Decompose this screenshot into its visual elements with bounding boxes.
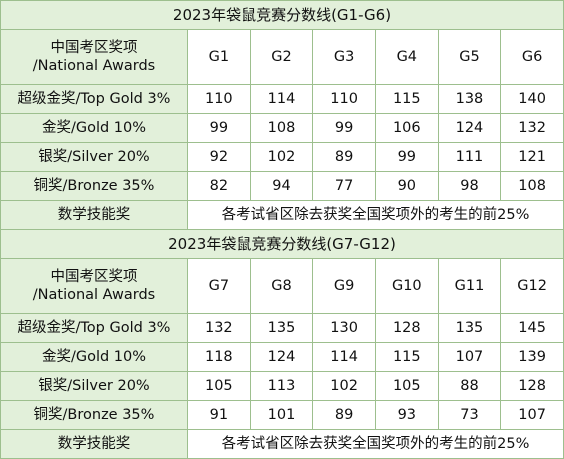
header-label-line1: 中国考区奖项 xyxy=(50,40,138,56)
score-cell: 145 xyxy=(500,313,564,343)
header-row: 中国考区奖项 /National Awards G7 G8 G9 G10 G11… xyxy=(0,258,564,314)
table-row: 金奖/Gold 10% 99 108 99 106 124 132 xyxy=(0,113,564,143)
score-cell: 108 xyxy=(500,171,564,201)
score-cell: 102 xyxy=(249,142,314,172)
score-cell: 138 xyxy=(437,84,502,114)
score-cell: 121 xyxy=(500,142,564,172)
table-title: 2023年袋鼠竞赛分数线(G1-G6) xyxy=(0,0,564,30)
grade-header: G5 xyxy=(437,29,502,85)
award-label: 铜奖/Bronze 35% xyxy=(0,171,188,201)
award-label: 铜奖/Bronze 35% xyxy=(0,400,188,430)
score-cell: 111 xyxy=(437,142,502,172)
award-label: 银奖/Silver 20% xyxy=(0,142,188,172)
score-cell: 105 xyxy=(374,371,439,401)
table-row: 铜奖/Bronze 35% 91 101 89 93 73 107 xyxy=(0,400,564,430)
score-cell: 77 xyxy=(312,171,376,201)
table-row: 银奖/Silver 20% 92 102 89 99 111 121 xyxy=(0,142,564,172)
header-label-line2: /National Awards xyxy=(32,58,156,74)
score-cell: 132 xyxy=(187,313,251,343)
score-cell: 118 xyxy=(187,342,251,372)
footer-label: 数学技能奖 xyxy=(0,429,188,459)
header-label: 中国考区奖项 /National Awards xyxy=(0,258,188,314)
table-row: 铜奖/Bronze 35% 82 94 77 90 98 108 xyxy=(0,171,564,201)
score-cell: 114 xyxy=(312,342,376,372)
table-title-row: 2023年袋鼠竞赛分数线(G1-G6) xyxy=(0,0,564,30)
score-cell: 92 xyxy=(187,142,251,172)
award-label: 超级金奖/Top Gold 3% xyxy=(0,313,188,343)
score-cell: 91 xyxy=(187,400,251,430)
grade-header: G9 xyxy=(312,258,376,314)
grade-header: G8 xyxy=(249,258,314,314)
award-label: 银奖/Silver 20% xyxy=(0,371,188,401)
award-label: 超级金奖/Top Gold 3% xyxy=(0,84,188,114)
score-cell: 110 xyxy=(187,84,251,114)
footer-row: 数学技能奖 各考试省区除去获奖全国奖项外的考生的前25% xyxy=(0,200,564,230)
grade-header: G10 xyxy=(374,258,439,314)
score-cell: 107 xyxy=(500,400,564,430)
score-cell: 93 xyxy=(374,400,439,430)
footer-text: 各考试省区除去获奖全国奖项外的考生的前25% xyxy=(187,429,564,459)
header-label-line2: /National Awards xyxy=(32,287,156,303)
table-title: 2023年袋鼠竞赛分数线(G7-G12) xyxy=(0,229,564,259)
score-cell: 99 xyxy=(374,142,439,172)
score-cell: 135 xyxy=(437,313,502,343)
footer-text: 各考试省区除去获奖全国奖项外的考生的前25% xyxy=(187,200,564,230)
grade-header: G6 xyxy=(500,29,564,85)
table-title-row: 2023年袋鼠竞赛分数线(G7-G12) xyxy=(0,229,564,259)
score-cell: 140 xyxy=(500,84,564,114)
score-cell: 124 xyxy=(249,342,314,372)
table-row: 银奖/Silver 20% 105 113 102 105 88 128 xyxy=(0,371,564,401)
grade-header: G1 xyxy=(187,29,251,85)
score-cell: 107 xyxy=(437,342,502,372)
footer-label: 数学技能奖 xyxy=(0,200,188,230)
header-label: 中国考区奖项 /National Awards xyxy=(0,29,188,85)
score-cell: 89 xyxy=(312,400,376,430)
score-cell: 128 xyxy=(374,313,439,343)
score-cell: 115 xyxy=(374,342,439,372)
score-cell: 73 xyxy=(437,400,502,430)
score-cell: 135 xyxy=(249,313,314,343)
award-label: 金奖/Gold 10% xyxy=(0,342,188,372)
score-cell: 115 xyxy=(374,84,439,114)
header-label-line1: 中国考区奖项 xyxy=(50,269,138,285)
grade-header: G4 xyxy=(374,29,439,85)
score-cell: 114 xyxy=(249,84,314,114)
grade-header: G12 xyxy=(500,258,564,314)
table-row: 超级金奖/Top Gold 3% 132 135 130 128 135 145 xyxy=(0,313,564,343)
score-cell: 101 xyxy=(249,400,314,430)
score-cell: 82 xyxy=(187,171,251,201)
score-cell: 88 xyxy=(437,371,502,401)
header-row: 中国考区奖项 /National Awards G1 G2 G3 G4 G5 G… xyxy=(0,29,564,85)
score-cell: 98 xyxy=(437,171,502,201)
score-cell: 94 xyxy=(249,171,314,201)
score-cell: 124 xyxy=(437,113,502,143)
score-cell: 90 xyxy=(374,171,439,201)
score-cell: 89 xyxy=(312,142,376,172)
grade-header: G2 xyxy=(249,29,314,85)
score-cell: 99 xyxy=(187,113,251,143)
score-cell: 99 xyxy=(312,113,376,143)
table-row: 超级金奖/Top Gold 3% 110 114 110 115 138 140 xyxy=(0,84,564,114)
score-cell: 132 xyxy=(500,113,564,143)
score-cell: 106 xyxy=(374,113,439,143)
score-cell: 113 xyxy=(249,371,314,401)
grade-header: G3 xyxy=(312,29,376,85)
award-label: 金奖/Gold 10% xyxy=(0,113,188,143)
score-cell: 108 xyxy=(249,113,314,143)
grade-header: G7 xyxy=(187,258,251,314)
table-row: 金奖/Gold 10% 118 124 114 115 107 139 xyxy=(0,342,564,372)
footer-row: 数学技能奖 各考试省区除去获奖全国奖项外的考生的前25% xyxy=(0,429,564,459)
score-cell: 139 xyxy=(500,342,564,372)
score-cell: 105 xyxy=(187,371,251,401)
score-cell: 128 xyxy=(500,371,564,401)
score-cell: 110 xyxy=(312,84,376,114)
grade-header: G11 xyxy=(437,258,502,314)
score-cell: 102 xyxy=(312,371,376,401)
score-cell: 130 xyxy=(312,313,376,343)
